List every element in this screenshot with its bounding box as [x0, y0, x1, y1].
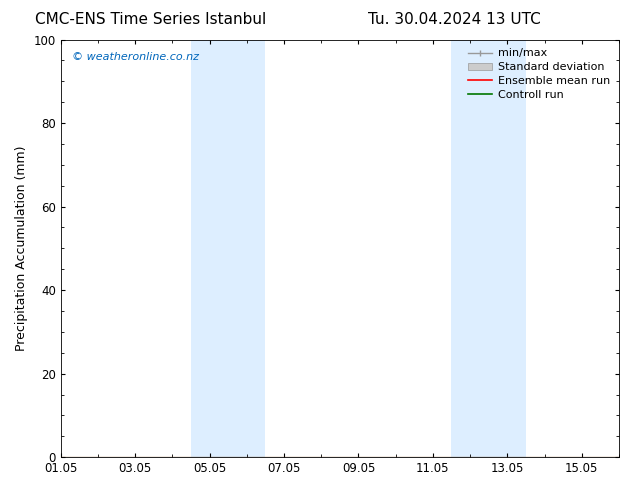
Text: © weatheronline.co.nz: © weatheronline.co.nz: [72, 52, 199, 62]
Text: Tu. 30.04.2024 13 UTC: Tu. 30.04.2024 13 UTC: [368, 12, 540, 27]
Bar: [451, 40, 526, 457]
Legend: min/max, Standard deviation, Ensemble mean run, Controll run: min/max, Standard deviation, Ensemble me…: [465, 45, 614, 103]
Bar: [191, 40, 266, 457]
Text: CMC-ENS Time Series Istanbul: CMC-ENS Time Series Istanbul: [35, 12, 266, 27]
Y-axis label: Precipitation Accumulation (mm): Precipitation Accumulation (mm): [15, 146, 28, 351]
